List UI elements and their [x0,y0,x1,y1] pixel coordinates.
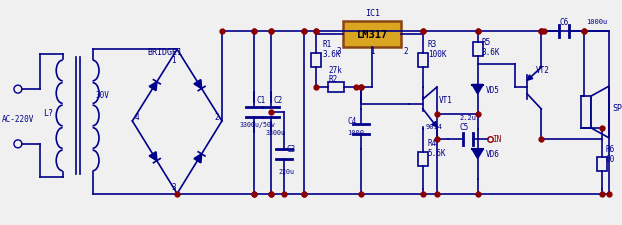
Polygon shape [149,152,157,161]
Text: C5: C5 [460,123,469,132]
Bar [343,22,401,48]
Text: VT2: VT2 [536,65,549,74]
Text: L?: L? [43,108,53,117]
Text: 3: 3 [171,182,176,191]
Text: LM317: LM317 [356,30,388,40]
Text: R5: R5 [481,38,491,47]
Text: 3300u/50v: 3300u/50v [240,122,276,127]
Bar [581,97,591,128]
Text: R4: R4 [428,139,437,148]
Text: 1: 1 [370,47,375,56]
Polygon shape [432,122,437,127]
Bar [473,43,483,56]
Text: VT1: VT1 [439,95,453,104]
Text: 2: 2 [214,113,218,122]
Text: 3.6K: 3.6K [481,48,500,56]
Text: VD6: VD6 [486,150,499,159]
Text: 220u: 220u [279,168,295,174]
Text: 3300u: 3300u [266,129,285,135]
Text: 60: 60 [605,155,615,164]
Polygon shape [472,150,483,159]
Text: R3: R3 [428,40,437,49]
Polygon shape [194,154,202,163]
Text: 1000u: 1000u [586,19,607,25]
Polygon shape [149,82,157,91]
Text: 1: 1 [171,56,176,65]
Text: IC1: IC1 [364,9,379,18]
Bar [418,152,428,166]
Text: 100K: 100K [428,50,447,58]
Text: R1: R1 [322,40,332,49]
Text: 3.6K: 3.6K [322,50,341,58]
Polygon shape [194,80,202,89]
Polygon shape [591,87,609,138]
Text: 9014: 9014 [426,123,443,129]
Text: 1000: 1000 [347,129,364,135]
Text: C2: C2 [274,95,283,104]
Text: BRIDGE1: BRIDGE1 [147,48,182,56]
Text: C6: C6 [559,18,569,27]
Bar [418,54,428,68]
Text: VD5: VD5 [486,85,499,94]
Bar [328,83,345,93]
Text: 30V: 30V [96,90,109,99]
Polygon shape [472,85,483,94]
Text: R2: R2 [328,74,338,83]
Text: SP: SP [612,103,622,112]
Text: 2.2u: 2.2u [460,115,476,120]
Bar [597,157,607,171]
Text: 3: 3 [337,47,341,56]
Text: 27k: 27k [328,65,342,74]
Polygon shape [527,76,532,81]
Text: 2: 2 [403,47,407,56]
Text: 4: 4 [134,113,139,122]
Text: R6: R6 [605,145,615,154]
Text: C1: C1 [257,95,266,104]
Text: IN: IN [493,135,502,144]
Text: C4: C4 [347,117,356,126]
Text: C3: C3 [287,145,296,154]
Bar [312,54,322,68]
Text: AC-220V: AC-220V [2,115,34,124]
Text: 5.6K: 5.6K [428,149,447,157]
